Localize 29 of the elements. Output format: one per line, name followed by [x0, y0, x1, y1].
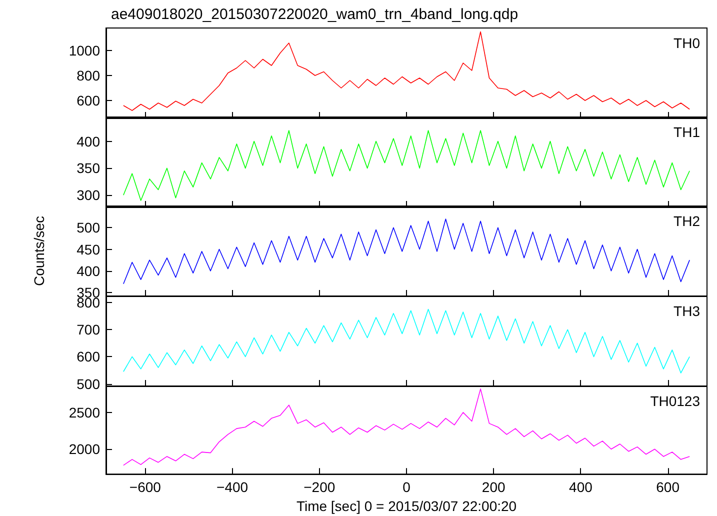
x-tick-label: 0 — [402, 479, 411, 496]
y-tick-label: 450 — [76, 241, 100, 258]
x-tick-label: −200 — [304, 479, 336, 496]
y-tick-label: 2000 — [68, 441, 100, 458]
y-tick-label: 1000 — [68, 42, 100, 58]
x-tick-label: 400 — [569, 479, 593, 496]
series-label: TH1 — [674, 124, 700, 140]
x-axis-title: Time [sec] 0 = 2015/03/07 22:00:20 — [296, 498, 517, 514]
series-label: TH2 — [674, 213, 700, 229]
chart-title: ae409018020_20150307220020_wam0_trn_4band_long.qdp — [111, 6, 518, 23]
y-tick-label: 700 — [76, 322, 100, 338]
y-axis-title: Counts/sec — [31, 216, 47, 286]
text: TH0 — [674, 35, 700, 51]
y-tick-label: 400 — [76, 262, 100, 279]
x-tick-label: 600 — [656, 479, 680, 496]
x-tick-label: −400 — [216, 479, 248, 496]
y-tick-label: 400 — [76, 133, 100, 150]
x-tick-label: −600 — [129, 479, 162, 496]
text: TH3 — [674, 303, 700, 319]
y-tick-label: 300 — [76, 187, 100, 204]
y-tick-label: 600 — [76, 348, 100, 365]
x-tick-label: 200 — [482, 479, 506, 496]
text: TH0123 — [650, 393, 700, 409]
y-tick-label: 500 — [76, 376, 100, 392]
y-tick-label: 350 — [76, 160, 100, 176]
y-tick-label: 2500 — [68, 404, 100, 420]
y-tick-label: 800 — [76, 68, 100, 84]
y-tick-label: 600 — [76, 92, 100, 108]
y-tick-label: 500 — [76, 220, 100, 236]
